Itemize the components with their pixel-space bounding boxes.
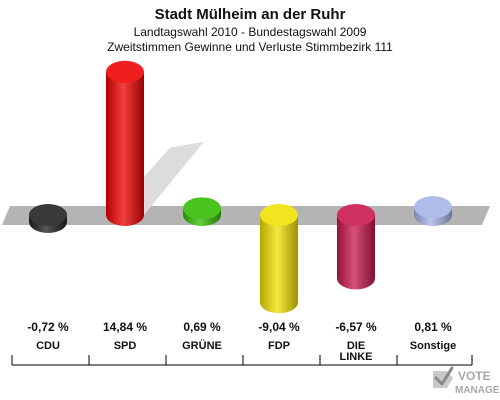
value-label: -6,57 % — [335, 320, 377, 334]
value-label: -0,72 % — [27, 320, 69, 334]
bar-cap — [260, 204, 298, 226]
chart-subtitle-1: Landtagswahl 2010 - Bundestagswahl 2009 — [134, 25, 367, 39]
bar-body — [337, 215, 375, 290]
category-axis — [11, 355, 473, 366]
bar-die-linke — [337, 204, 375, 290]
chart-subtitle-2: Zweitstimmen Gewinne und Verluste Stimmb… — [107, 40, 393, 54]
category-label: SPD — [114, 340, 137, 352]
bar-body — [260, 215, 298, 314]
chart-title: Stadt Mülheim an der Ruhr — [155, 6, 346, 23]
bar-cap — [337, 204, 375, 226]
category-label: GRÜNE — [182, 339, 222, 352]
value-label: 0,69 % — [183, 320, 221, 334]
category-label: FDP — [268, 340, 290, 352]
ballot-check-icon — [433, 366, 454, 388]
bar-cap — [414, 196, 452, 219]
category-label: DIE — [347, 340, 365, 352]
bar-gr-ne — [183, 197, 221, 226]
bar-fdp — [260, 204, 298, 314]
category-label: Sonstige — [410, 340, 456, 352]
category-label: LINKE — [340, 351, 373, 363]
bar-cdu — [29, 204, 67, 233]
value-label: 14,84 % — [103, 320, 147, 334]
value-labels-group: -0,72 % 14,84 % 0,69 % -9,04 % -6,57 % 0,81 % — [27, 320, 452, 334]
category-label: CDU — [36, 340, 60, 352]
bar-cap — [29, 204, 67, 226]
bar-body — [106, 71, 144, 226]
logo-text-vote: VOTE — [458, 369, 491, 383]
bar-cap — [106, 60, 144, 83]
value-label: 0,81 % — [414, 320, 452, 334]
bar-spd — [106, 60, 204, 226]
bars-group — [29, 60, 452, 314]
vote-manager-logo: VOTE MANAGER — [433, 366, 500, 396]
logo-text-manager: MANAGER — [455, 385, 500, 396]
bar-sonstige — [414, 196, 452, 226]
value-label: -9,04 % — [258, 320, 300, 334]
bar-cap — [183, 197, 221, 220]
